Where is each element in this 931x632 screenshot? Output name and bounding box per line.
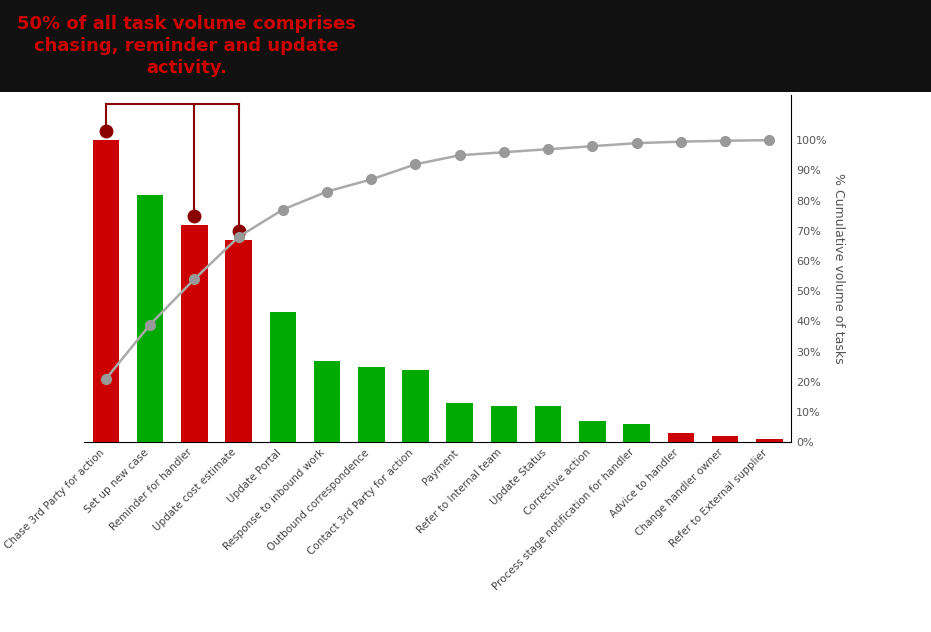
Bar [137,195,163,442]
Bar [181,225,208,442]
Bar [756,439,782,442]
Bar [270,312,296,442]
Bar [225,240,251,442]
Y-axis label: % Cumulative volume of tasks: % Cumulative volume of tasks [831,173,844,364]
Bar [668,434,695,442]
Title: Annual number of tasks by type: Annual number of tasks by type [276,67,600,85]
Bar [402,370,428,442]
Bar [579,422,605,442]
Bar [711,436,738,442]
Text: 50% of all task volume comprises
chasing, reminder and update
activity.: 50% of all task volume comprises chasing… [17,15,356,77]
Bar [491,406,517,442]
Bar [92,140,119,442]
Bar [624,424,650,442]
Bar [358,367,385,442]
Bar [447,403,473,442]
Bar [314,361,341,442]
Bar [534,406,561,442]
